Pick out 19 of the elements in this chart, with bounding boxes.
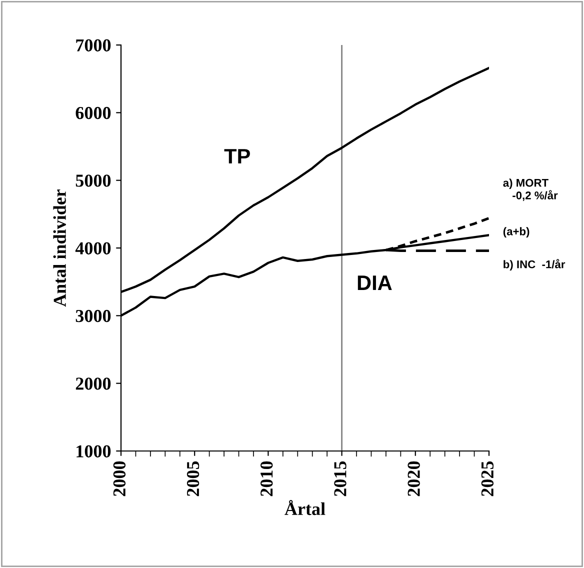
series-label: DIA (358, 276, 392, 290)
y-tick-label: 7000 (76, 39, 111, 52)
x-tick-label: 2025 (481, 461, 494, 496)
y-tick-label: 4000 (75, 242, 111, 254)
x-tick-label: 2005 (186, 461, 200, 496)
annotation: (a+b) (503, 227, 530, 238)
y-axis-title: Antal individer (53, 189, 66, 307)
x-tick-label: 2010 (260, 461, 273, 496)
x-axis-title: Årtal (284, 500, 326, 516)
x-tick-label: 2020 (408, 461, 420, 496)
x-tick-label: 2015 (334, 461, 346, 496)
series-label: TP (224, 149, 250, 164)
y-tick-label: 6000 (76, 106, 111, 120)
y-tick-label: 2000 (76, 378, 111, 390)
y-tick-label: 3000 (76, 310, 111, 322)
y-tick-label: 5000 (76, 174, 111, 187)
y-tick-label: 1000 (76, 445, 111, 458)
text: a) MORT -0,2 %/år (503, 178, 558, 201)
series-label: b) INC -1/år (504, 259, 566, 270)
